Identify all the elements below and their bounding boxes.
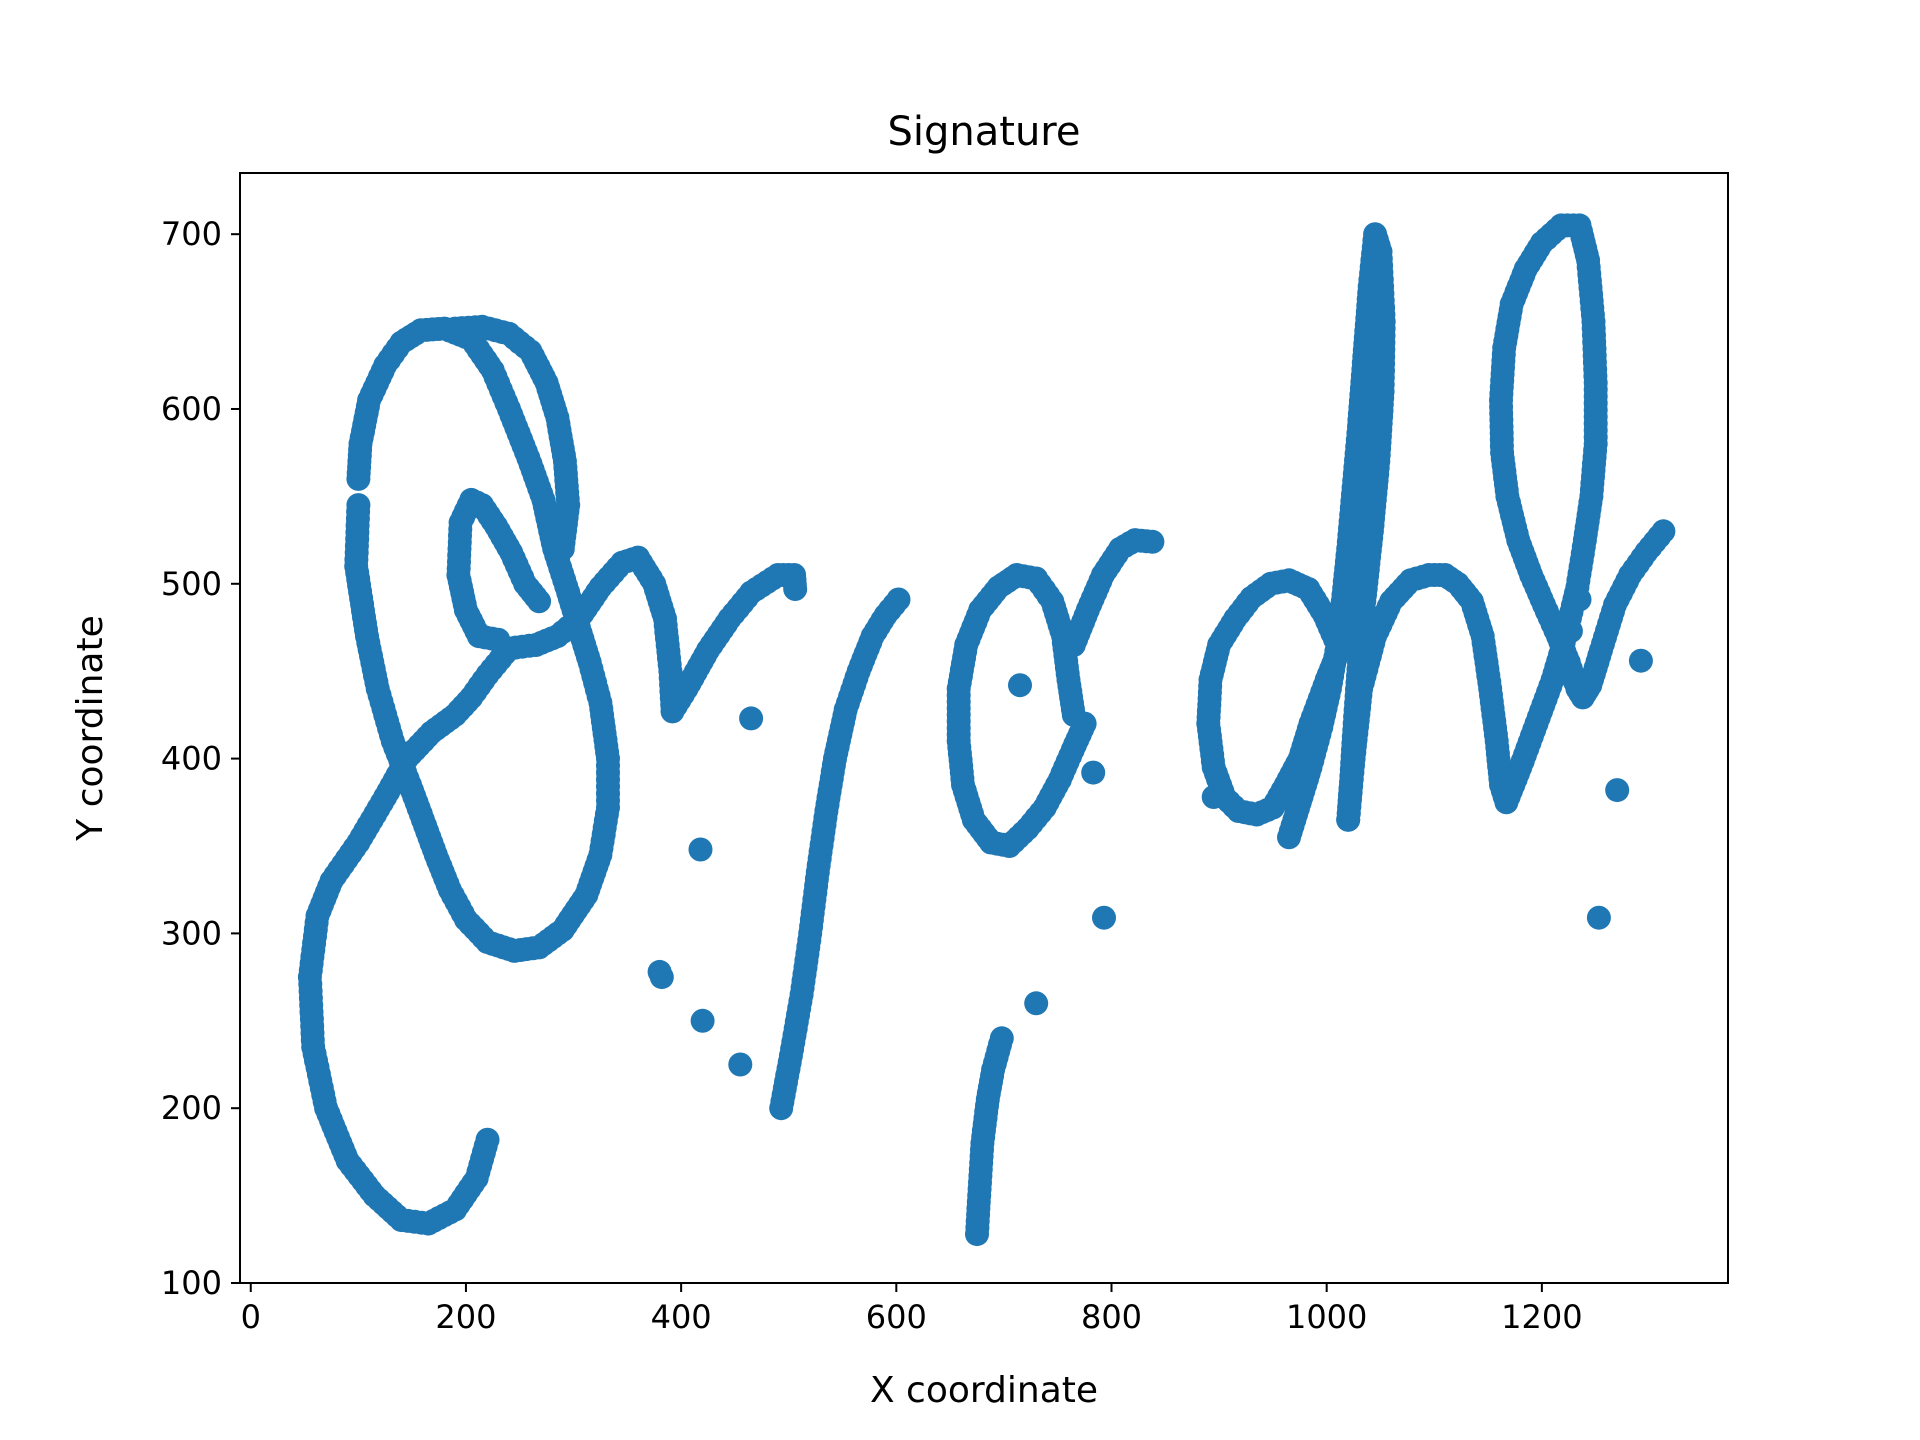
data-point-1333 — [1558, 619, 1583, 643]
data-point-742 — [1072, 711, 1097, 736]
data-point-1336 — [1605, 778, 1630, 803]
y-tick-label: 100 — [161, 1264, 222, 1302]
data-point-519 — [486, 627, 511, 652]
data-point-1337 — [1628, 648, 1653, 673]
chart-title: Signature — [888, 109, 1081, 155]
data-point-639 — [739, 706, 764, 731]
data-point-1332 — [1651, 519, 1676, 544]
data-point-599 — [886, 587, 911, 612]
plot-frame — [239, 172, 1729, 1284]
data-point-1335 — [1586, 905, 1611, 930]
y-axis-label: Y coordinate — [70, 615, 111, 841]
x-tick-label: 800 — [1081, 1298, 1142, 1336]
x-tick-label: 1200 — [1501, 1298, 1582, 1336]
x-tick-label: 400 — [651, 1298, 712, 1336]
y-axis: 100 200 300 400 500 600 700 — [161, 215, 240, 1302]
data-point-632 — [1008, 673, 1032, 698]
data-point-637 — [690, 1008, 715, 1033]
y-tick-label: 500 — [161, 565, 222, 603]
data-point-1338 — [1201, 785, 1226, 809]
x-tick-label: 200 — [435, 1298, 496, 1336]
y-tick-label: 300 — [161, 914, 222, 952]
x-tick-label: 1000 — [1286, 1298, 1367, 1336]
x-axis-label: X coordinate — [870, 1370, 1098, 1411]
y-tick-label: 400 — [161, 740, 222, 778]
data-point-633 — [1024, 991, 1049, 1016]
data-point-631 — [989, 1026, 1014, 1051]
data-point-766 — [1140, 529, 1165, 554]
data-point-641 — [647, 959, 672, 984]
x-axis: 0 200 400 600 800 1000 1200 — [241, 1283, 1583, 1336]
y-tick-label: 600 — [161, 390, 222, 428]
x-tick-label: 0 — [241, 1298, 261, 1336]
y-tick-label: 700 — [161, 215, 222, 253]
x-tick-label: 600 — [866, 1298, 927, 1336]
data-point-636 — [688, 837, 713, 862]
y-tick-label: 200 — [161, 1089, 222, 1127]
data-point-207 — [783, 577, 808, 601]
data-point-638 — [728, 1052, 753, 1077]
data-point-634 — [1081, 760, 1106, 785]
scatter-points — [297, 213, 1676, 1247]
data-point-472 — [443, 316, 468, 341]
data-point-635 — [1092, 905, 1116, 930]
data-point-1334 — [1567, 587, 1592, 612]
data-point-426 — [346, 466, 371, 491]
